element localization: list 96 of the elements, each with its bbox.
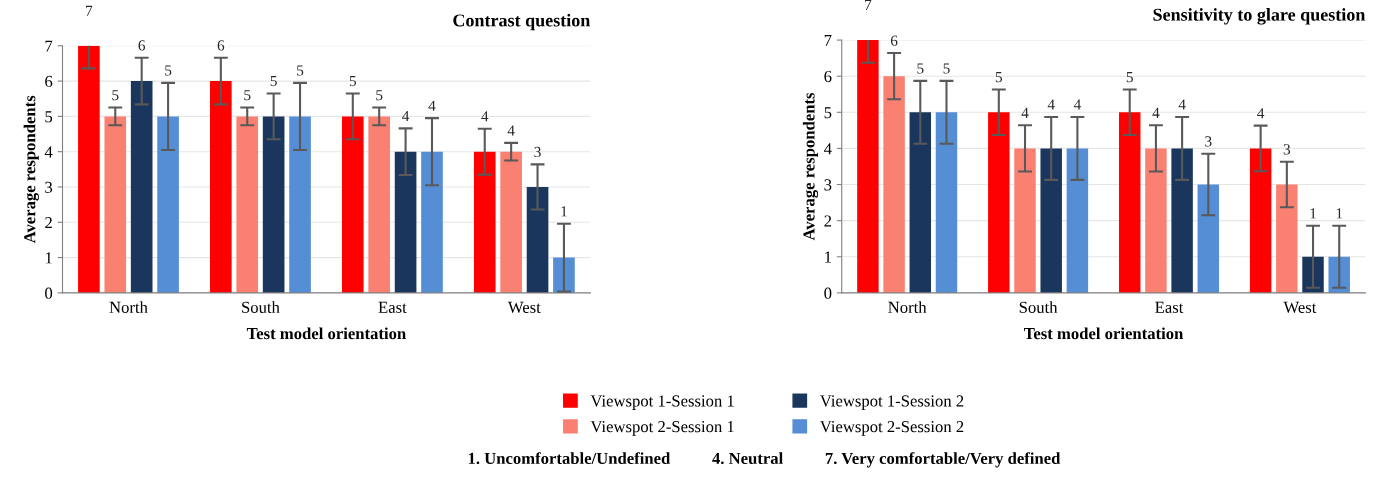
data-label: 6 [890,35,898,46]
data-label: 4 [1021,107,1029,118]
bar [1014,148,1036,293]
x-tick-label: West [507,301,541,314]
legend-label: Viewspot 2-Session 2 [819,421,964,436]
y-tick-label: 0 [45,287,53,299]
y-tick-label: 7 [45,40,53,52]
y-tick-label: 5 [45,111,53,123]
bar [909,112,932,293]
data-label: 5 [165,65,172,76]
data-label: 5 [943,63,950,74]
x-tick-label: South [242,301,280,313]
data-label: 4 [481,111,489,122]
data-label: 4 [402,110,410,121]
data-label: 4 [1257,108,1265,119]
y-tick-label: 6 [824,70,832,83]
bar [526,186,549,293]
data-label: 5 [917,63,924,74]
bar [1249,148,1272,293]
y-tick-label: 7 [824,34,832,46]
bar [500,151,522,293]
data-label: 4 [507,125,515,136]
data-label: 4 [1152,107,1160,118]
data-label: 6 [217,40,225,51]
data-label: 4 [428,100,436,111]
data-label: 1 [561,206,567,217]
data-label: 5 [270,76,277,87]
x-tick-label: East [378,301,407,313]
y-tick-label: 6 [45,75,53,88]
bar [1066,148,1089,293]
y-tick-label: 1 [45,252,52,264]
bar [262,116,285,293]
y-tick-label: 5 [824,107,832,119]
y-tick-label: 3 [45,181,53,193]
data-label: 5 [244,90,251,101]
y-tick-label: 4 [44,146,53,158]
y-tick-label: 4 [824,143,832,155]
data-label: 5 [995,72,1003,83]
bar [1276,184,1298,293]
y-tick-label: 3 [824,179,832,191]
bar [988,112,1010,293]
y-tick-label: 2 [45,217,52,229]
y-axis-title: Average respondents [23,95,39,244]
data-label: 5 [1126,72,1133,83]
y-tick-label: 2 [824,215,832,227]
data-label: 3 [534,146,541,158]
x-tick-label: North [888,301,927,313]
bar [1197,184,1220,293]
bar [421,151,443,293]
bar [289,116,311,293]
data-label: 4 [1047,99,1055,110]
data-label: 7 [865,0,872,10]
bar [368,116,391,293]
bar [473,151,496,293]
bar [935,112,958,293]
data-label: 5 [376,90,383,101]
legend-label: Viewspot 2-Session 1 [590,421,734,436]
text: 1. Uncomfortable/Undefined 4. Neutral 7. Very comfortable/Very defined [468,452,1061,468]
data-label: 1 [1310,208,1316,219]
bar [1118,112,1141,293]
data-label: 5 [349,76,357,87]
data-label: 3 [1205,136,1212,147]
data-label: 4 [1178,99,1186,110]
chart-title: Contrast question [453,13,591,31]
data-label: 3 [1283,144,1291,155]
data-label: 5 [297,65,304,76]
bar [1145,148,1167,293]
y-tick-label: 0 [824,287,832,299]
bar [394,151,417,293]
x-axis-title: Test model orientation [1024,327,1184,340]
bar [1171,148,1193,293]
legend-label: Viewspot 1-Session 1 [590,395,734,410]
data-label: 4 [1073,99,1081,110]
x-axis-title: Test model orientation [246,327,406,340]
y-tick-label: 1 [825,251,832,263]
x-tick-label: East [1155,301,1184,313]
x-tick-label: West [1283,301,1317,314]
bar [130,81,153,293]
y-axis-title: Average respondents [802,92,819,241]
data-label: 1 [1336,208,1343,219]
bar [1040,148,1062,293]
data-label: 5 [112,90,119,101]
bar [341,116,364,293]
data-label: 7 [86,5,93,16]
bar [157,116,179,293]
x-tick-label: North [109,301,148,313]
chart-title: Sensitivity to glare question [1153,8,1366,25]
legend-label: Viewspot 1-Session 2 [819,395,964,410]
data-label: 6 [138,40,146,51]
bar [857,40,879,293]
bar [883,76,905,293]
bar [78,45,100,293]
bar [104,116,127,293]
x-tick-label: South [1019,301,1058,313]
bar [236,116,259,293]
bar [210,81,232,293]
